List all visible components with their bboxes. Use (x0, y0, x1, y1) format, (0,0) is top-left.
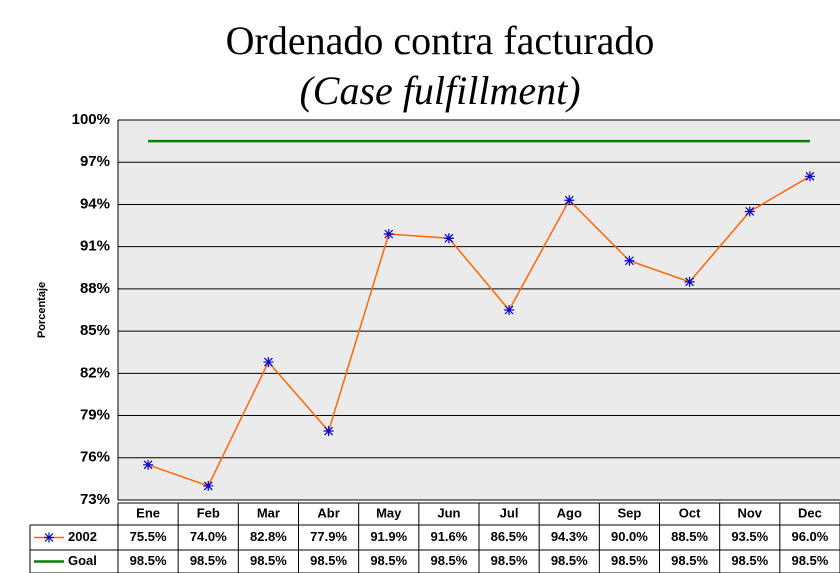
series-line (147, 175, 811, 487)
x-tick-label: Dec (798, 505, 822, 520)
x-tick-label: Oct (679, 505, 701, 520)
data-label: 93.5% (731, 529, 768, 544)
x-tick-label: May (376, 505, 402, 520)
marker (323, 426, 334, 437)
marker (744, 206, 755, 217)
data-label: 77.9% (310, 529, 347, 544)
data-label: 86.5% (491, 529, 528, 544)
data-label: 98.5% (370, 553, 407, 568)
y-tick-label: 91% (80, 238, 110, 255)
data-label: 98.5% (130, 553, 167, 568)
chart-title: Ordenado contra facturado (226, 18, 655, 63)
data-label: 74.0% (190, 529, 227, 544)
marker (203, 480, 214, 491)
x-tick-label: Ene (136, 505, 160, 520)
data-label: 98.5% (250, 553, 287, 568)
plot-area (118, 120, 840, 500)
data-label: 88.5% (671, 529, 708, 544)
x-tick-label: Jun (437, 505, 460, 520)
data-label: 98.5% (310, 553, 347, 568)
y-tick-label: 85% (80, 322, 110, 339)
data-label: 98.5% (791, 553, 828, 568)
chart-subtitle: (Case fulfillment) (299, 68, 580, 113)
data-label: 75.5% (130, 529, 167, 544)
y-tick-label: 82% (80, 364, 110, 381)
legend-label: 2002 (68, 529, 97, 544)
x-tick-label: Abr (317, 505, 339, 520)
legend-marker (44, 532, 54, 543)
data-label: 98.5% (491, 553, 528, 568)
marker (564, 195, 575, 206)
x-tick-label: Mar (257, 505, 280, 520)
data-label: 98.5% (430, 553, 467, 568)
data-label: 82.8% (250, 529, 287, 544)
marker (624, 255, 635, 266)
y-tick-label: 73% (80, 491, 110, 508)
y-tick-label: 100% (72, 111, 110, 128)
marker (804, 171, 815, 182)
data-label: 98.5% (671, 553, 708, 568)
data-label: 90.0% (611, 529, 648, 544)
y-tick-label: 79% (80, 407, 110, 424)
marker (143, 459, 154, 470)
marker (263, 357, 274, 368)
data-label: 98.5% (190, 553, 227, 568)
marker (504, 305, 515, 315)
marker (443, 233, 454, 244)
data-label: 91.6% (430, 529, 467, 544)
data-label: 98.5% (731, 553, 768, 568)
x-tick-label: Nov (737, 505, 762, 520)
data-label: 98.5% (551, 553, 588, 568)
y-tick-label: 97% (80, 153, 110, 170)
data-label: 98.5% (611, 553, 648, 568)
marker (684, 276, 695, 287)
x-tick-label: Ago (557, 505, 582, 520)
data-label: 91.9% (370, 529, 407, 544)
y-tick-label: 88% (80, 280, 110, 297)
x-tick-label: Feb (197, 505, 220, 520)
y-axis-label: Porcentaje (36, 282, 48, 338)
marker (383, 229, 394, 239)
y-tick-label: 76% (80, 449, 110, 466)
legend-label: Goal (68, 553, 97, 568)
x-tick-label: Sep (617, 505, 641, 520)
data-label: 94.3% (551, 529, 588, 544)
data-label: 96.0% (791, 529, 828, 544)
x-tick-label: Jul (500, 505, 519, 520)
y-tick-label: 94% (80, 195, 110, 212)
